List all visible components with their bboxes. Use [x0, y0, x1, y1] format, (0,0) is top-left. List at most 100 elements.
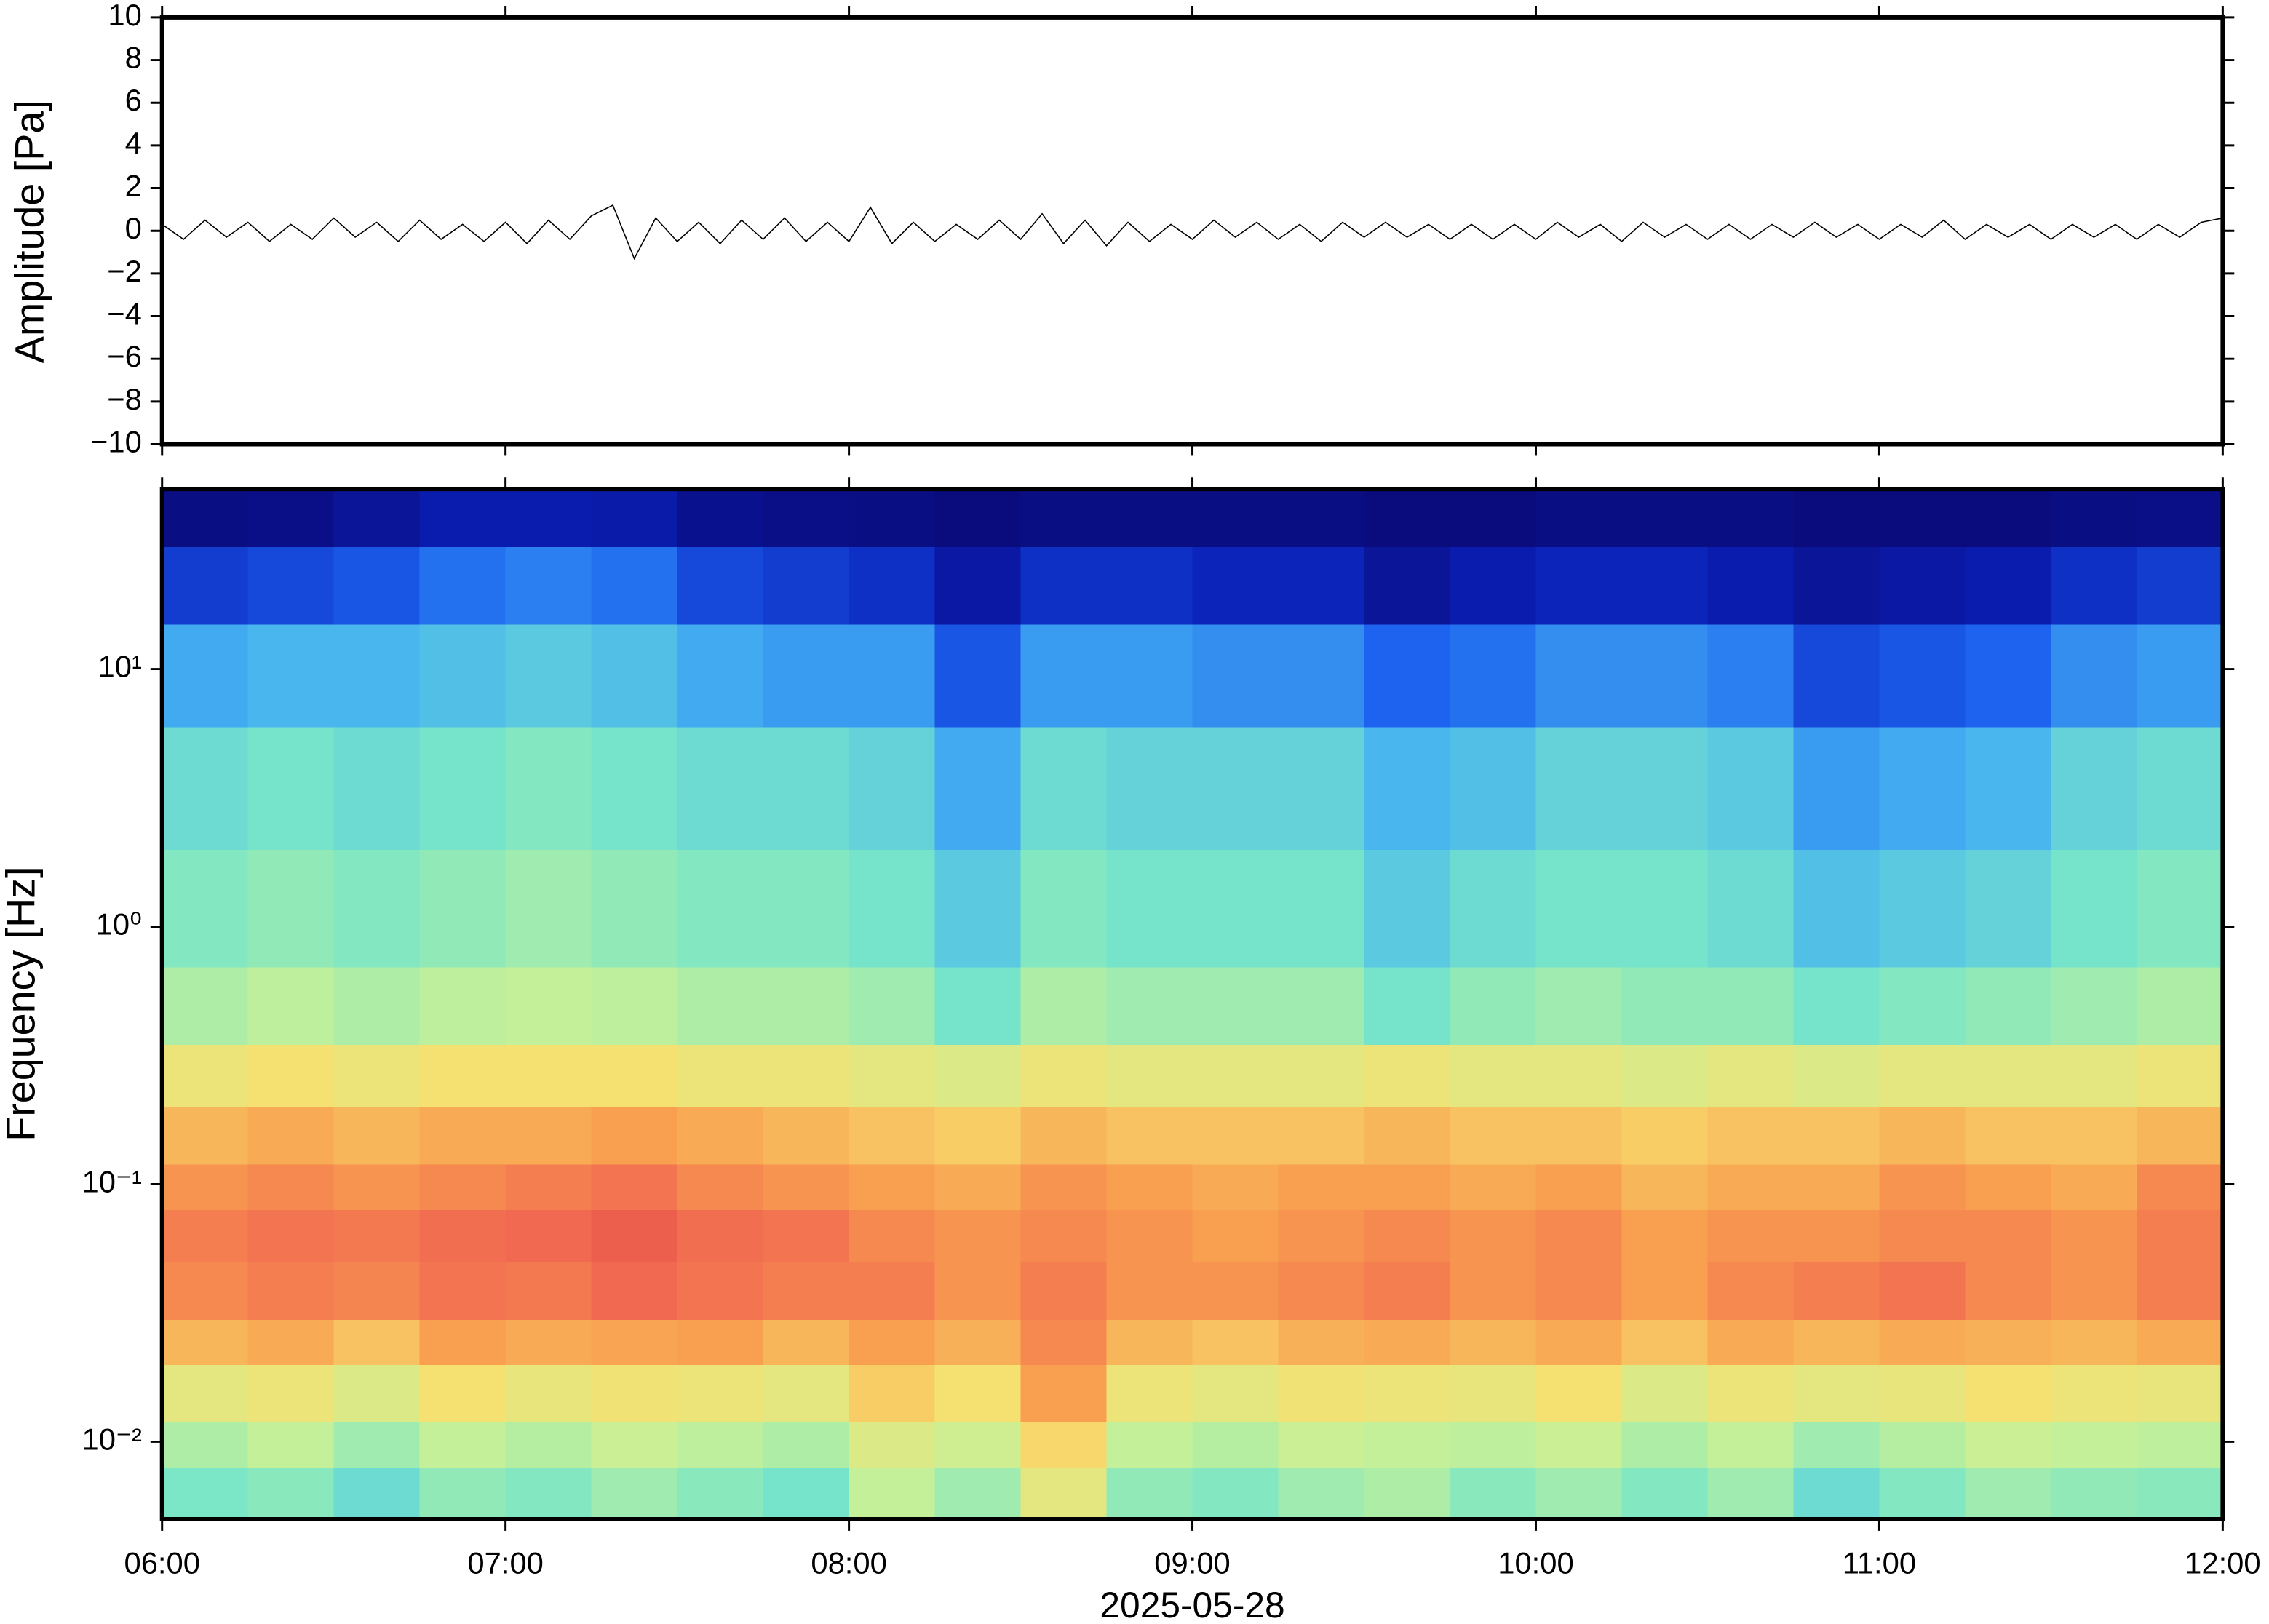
- spectrogram-cell: [1535, 1318, 1623, 1366]
- spectrogram-cell: [1278, 726, 1365, 851]
- spectrogram-cell: [1020, 726, 1108, 851]
- x-tick-label: 12:00: [2185, 1546, 2260, 1580]
- spectrogram-cell: [1450, 1364, 1537, 1422]
- spectrogram-cell: [1535, 848, 1623, 968]
- spectrogram-cell: [591, 1466, 678, 1521]
- spectrogram-cell: [1106, 848, 1193, 968]
- spectrogram-cell: [849, 1262, 936, 1320]
- x-tick-label: 08:00: [811, 1546, 886, 1580]
- spectrogram-cell: [1535, 1043, 1623, 1108]
- spectrogram-cell: [934, 726, 1022, 851]
- spectrogram-cell: [1965, 1163, 2052, 1210]
- spectrogram-cell: [162, 848, 249, 968]
- spectrogram-cell: [419, 489, 506, 547]
- spectrogram-cell: [1278, 1209, 1365, 1263]
- spectrogram-cell: [2137, 1106, 2224, 1165]
- spectrogram-cell: [1535, 624, 1623, 728]
- spectrogram-cell: [1450, 1318, 1537, 1366]
- spectrogram-cell: [1965, 966, 2052, 1046]
- spectrogram-cell: [1106, 624, 1193, 728]
- spectrogram-cell: [1621, 726, 1709, 851]
- spectrogram-cell: [1535, 1466, 1623, 1521]
- spectrogram-cell: [1879, 489, 1966, 547]
- spectrogram-cell: [1364, 624, 1451, 728]
- spectrogram-cell: [849, 1106, 936, 1165]
- spectrogram-cell: [247, 1318, 335, 1366]
- spectrogram-cell: [591, 848, 678, 968]
- spectrogram-cell: [2137, 1318, 2224, 1366]
- spectrogram-cell: [677, 489, 764, 547]
- spectrogram-cell: [1192, 1364, 1279, 1422]
- spectrogram-cell: [333, 1163, 421, 1210]
- spectrogram-cell: [677, 1209, 764, 1263]
- spectrogram-cell: [1192, 1106, 1279, 1165]
- spectrogram-cell: [419, 1262, 506, 1320]
- spectrogram-cell: [2051, 1262, 2138, 1320]
- spectrogram-cell: [333, 1466, 421, 1521]
- spectrogram-cell: [1278, 1466, 1365, 1521]
- spectrogram-cell: [934, 1421, 1022, 1468]
- spectrogram-cell: [1278, 848, 1365, 968]
- spectrogram-cell: [934, 1262, 1022, 1320]
- spectrogram-cell: [1707, 966, 1795, 1046]
- spectrogram-cell: [591, 546, 678, 625]
- spectrogram-cell: [763, 489, 850, 547]
- spectrogram-cell: [1450, 1209, 1537, 1263]
- spectrogram-cell: [1965, 1364, 2052, 1422]
- spectrogram-cell: [934, 546, 1022, 625]
- spectrogram-cell: [1793, 1163, 1880, 1210]
- spectrogram-cell: [763, 1163, 850, 1210]
- y-tick-label: 10⁻¹: [82, 1165, 141, 1199]
- spectrogram-cell: [934, 1364, 1022, 1422]
- spectrogram-cell: [591, 1421, 678, 1468]
- spectrogram-cell: [247, 1364, 335, 1422]
- spectrogram-cell: [849, 726, 936, 851]
- spectrogram-cell: [2137, 1421, 2224, 1468]
- spectrogram-cell: [162, 1421, 249, 1468]
- spectrogram-cell: [1621, 1106, 1709, 1165]
- spectrogram-cell: [2137, 848, 2224, 968]
- spectrogram-cell: [1106, 1318, 1193, 1366]
- spectrogram-cell: [162, 1163, 249, 1210]
- spectrogram-cell: [1879, 1421, 1966, 1468]
- spectrogram-cell: [1364, 489, 1451, 547]
- spectrogram-cell: [1793, 1364, 1880, 1422]
- spectrogram-cell: [1707, 1262, 1795, 1320]
- spectrogram-cell: [247, 966, 335, 1046]
- spectrogram-cell: [1106, 1163, 1193, 1210]
- spectrogram-cell: [591, 1318, 678, 1366]
- spectrogram-cell: [1278, 546, 1365, 625]
- spectrogram-cell: [677, 966, 764, 1046]
- spectrogram-cell: [849, 1466, 936, 1521]
- spectrogram-cell: [2137, 1262, 2224, 1320]
- spectrogram-cell: [247, 1163, 335, 1210]
- waveform-line: [162, 204, 2223, 260]
- spectrogram-cell: [162, 546, 249, 625]
- spectrogram-cell: [591, 624, 678, 728]
- spectrogram-cell: [677, 1106, 764, 1165]
- spectrogram-cell: [1020, 624, 1108, 728]
- spectrogram-cell: [1621, 1466, 1709, 1521]
- spectrogram-cell: [763, 1262, 850, 1320]
- spectrogram-cell: [1364, 1421, 1451, 1468]
- spectrogram-cell: [1450, 489, 1537, 547]
- spectrogram-cell: [1793, 966, 1880, 1046]
- spectrogram-cell: [1106, 1466, 1193, 1521]
- spectrogram-cell: [1621, 1318, 1709, 1366]
- spectrogram-cell: [333, 1209, 421, 1263]
- spectrogram-cell: [1621, 489, 1709, 547]
- spectrogram-cell: [1192, 966, 1279, 1046]
- spectrogram-cell: [1707, 1163, 1795, 1210]
- spectrogram-cell: [247, 624, 335, 728]
- spectrogram-cell: [934, 489, 1022, 547]
- spectrogram-cell: [1450, 1106, 1537, 1165]
- spectrogram-cell: [1364, 1262, 1451, 1320]
- spectrogram-cell: [1192, 489, 1279, 547]
- spectrogram-cell: [677, 1364, 764, 1422]
- spectrogram-cell: [1965, 1209, 2052, 1263]
- spectrogram-cell: [849, 1163, 936, 1210]
- spectrogram-cell: [1793, 546, 1880, 625]
- spectrogram-cell: [419, 966, 506, 1046]
- spectrogram-cell: [2137, 1466, 2224, 1521]
- spectrogram-cell: [2137, 1364, 2224, 1422]
